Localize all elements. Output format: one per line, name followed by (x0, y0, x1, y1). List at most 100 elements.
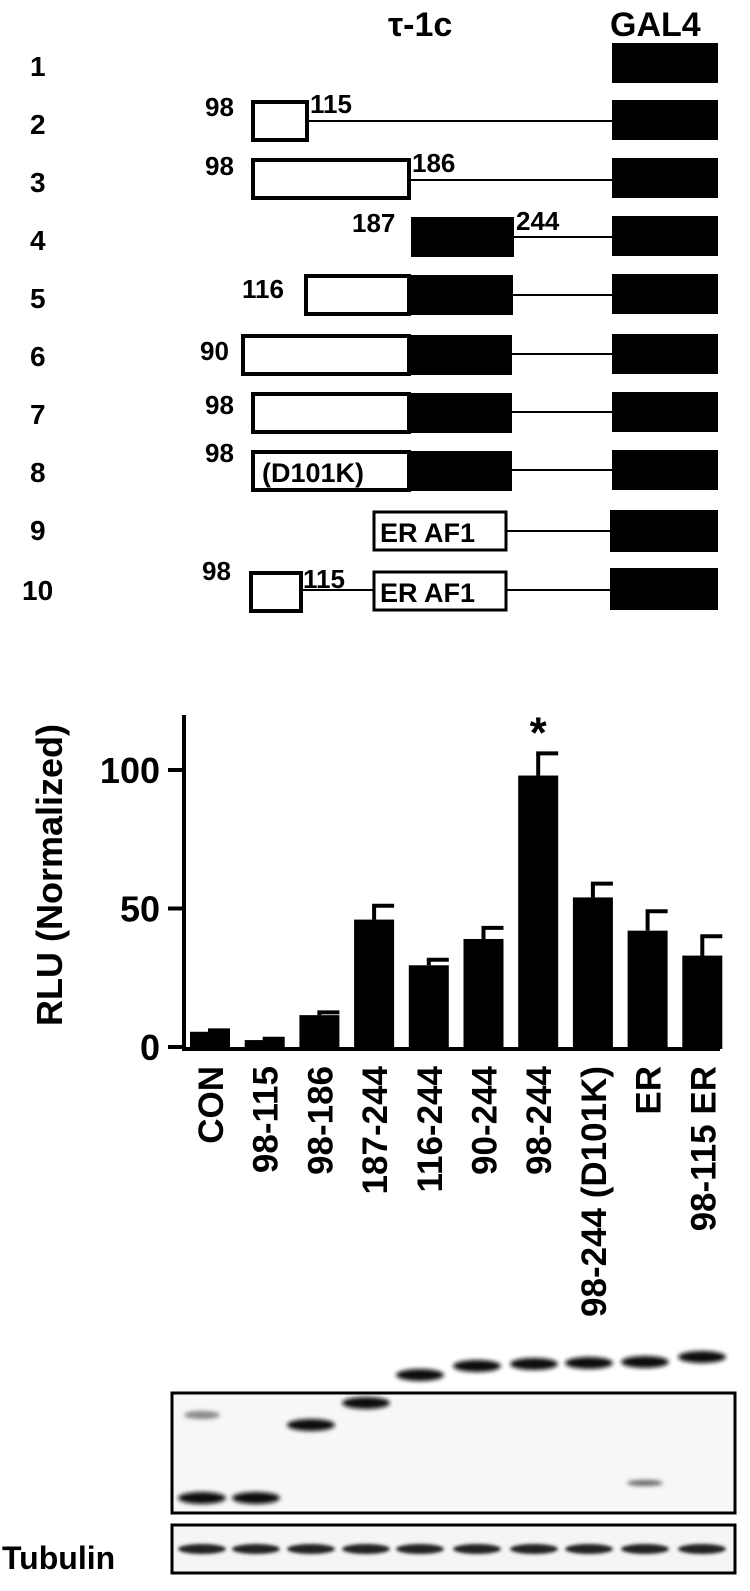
gal4-block (610, 568, 718, 610)
tubulin-band (232, 1544, 280, 1554)
gal4-block (612, 274, 718, 314)
residue-label: 187 (352, 208, 395, 238)
row-number: 10 (22, 575, 53, 606)
construct-diagram: τ-1c GAL4 1 2 3 4 5 6 7 8 9 10 98 115 (22, 6, 718, 613)
row-number: 4 (30, 225, 46, 256)
blot-bands (178, 1351, 726, 1504)
er-af1-box (372, 570, 508, 612)
residue-label: 116 (242, 274, 284, 304)
protein-band (232, 1492, 280, 1504)
open-domain-box (304, 274, 411, 316)
row-number: 6 (30, 341, 46, 372)
filled-domain-box (409, 393, 512, 433)
gal4-header: GAL4 (610, 6, 701, 44)
open-domain-box (251, 158, 411, 200)
row-number: 1 (30, 51, 46, 82)
row-number: 8 (30, 457, 46, 488)
bar (518, 775, 559, 1049)
row-number: 7 (30, 399, 46, 430)
filled-domain-box (409, 335, 512, 375)
residue-label: 98 (205, 92, 234, 122)
mutation-label: (D101K) (262, 458, 364, 488)
residue-label: 98 (205, 438, 234, 468)
tubulin-label: Tubulin (2, 1540, 116, 1576)
gal4-block (612, 392, 718, 432)
tubulin-band (621, 1544, 669, 1554)
bar-chart: RLU (Normalized) 0 50 100 * CON 98-115 98-18… (29, 708, 723, 1317)
bar (463, 938, 504, 1049)
tubulin-band (178, 1544, 226, 1554)
x-tick-label: 98-115 ER (684, 1066, 723, 1231)
filled-domain-box (411, 217, 514, 257)
protein-band (565, 1357, 613, 1369)
gal4-block (612, 158, 718, 198)
residue-label: 98 (202, 556, 231, 586)
row-number: 2 (30, 109, 46, 140)
gal4-block (612, 100, 718, 140)
protein-band (453, 1360, 501, 1372)
residue-label: 186 (412, 148, 455, 178)
x-tick-label: 116-244 (411, 1065, 450, 1192)
filled-domain-box (409, 275, 513, 315)
residue-label: 244 (516, 206, 560, 236)
tubulin-band (342, 1544, 390, 1554)
gal4-block (612, 450, 718, 490)
faint-band (184, 1411, 220, 1419)
open-domain-box (251, 450, 411, 492)
x-tick-labels: CON 98-115 98-186 187-244 116-244 90-244 98-24… (192, 1065, 723, 1317)
bar (572, 897, 613, 1049)
tubulin-bands (178, 1544, 726, 1554)
gal4-block (610, 510, 718, 552)
protein-band (621, 1356, 669, 1368)
protein-band (678, 1351, 726, 1363)
protein-band (396, 1369, 444, 1381)
gal4-block (612, 334, 718, 374)
x-tick-label: 90-244 (466, 1065, 505, 1175)
bar (244, 1040, 285, 1049)
western-blot (170, 1351, 737, 1575)
x-tick-label: 98-115 (247, 1066, 286, 1173)
tau-header: τ-1c (388, 6, 452, 44)
protein-band (342, 1397, 390, 1409)
gal4-blocks (610, 43, 718, 610)
y-axis-label: RLU (Normalized) (29, 724, 70, 1026)
tubulin-band (565, 1544, 613, 1554)
er-af1-label: ER AF1 (380, 578, 475, 608)
tubulin-band (396, 1544, 444, 1554)
y-tick-label: 0 (140, 1027, 160, 1068)
residue-label: 115 (303, 564, 345, 594)
y-ticks: 0 50 100 (100, 750, 184, 1068)
open-domain-box (251, 392, 411, 434)
faint-band (627, 1480, 663, 1486)
tubulin-band (287, 1544, 335, 1554)
filled-domain-box (409, 451, 512, 491)
significance-marker: * (530, 708, 548, 757)
x-tick-label: 98-244 (D101K) (575, 1066, 614, 1317)
tubulin-band (678, 1544, 726, 1554)
bar (408, 965, 449, 1049)
protein-band (287, 1419, 335, 1431)
x-tick-label: 98-186 (301, 1066, 340, 1175)
bars: * (190, 708, 723, 1049)
x-tick-label: ER (630, 1066, 669, 1115)
y-tick-label: 100 (100, 750, 160, 791)
x-tick-label: 98-244 (520, 1065, 559, 1175)
row-number: 3 (30, 167, 46, 198)
bar (190, 1031, 230, 1049)
protein-band (178, 1492, 226, 1504)
tubulin-band (453, 1544, 501, 1554)
open-domain-box (251, 100, 309, 142)
y-tick-label: 50 (120, 889, 160, 930)
open-domain-box (249, 571, 303, 613)
bar (627, 930, 668, 1049)
residue-label: 90 (200, 336, 229, 366)
er-af1-label: ER AF1 (380, 518, 475, 548)
bar (682, 955, 723, 1049)
gal4-block (612, 43, 718, 83)
residue-label: 115 (310, 89, 352, 119)
tubulin-band (510, 1544, 558, 1554)
bar (354, 919, 395, 1049)
gal4-block (612, 216, 718, 256)
protein-band (510, 1358, 558, 1370)
